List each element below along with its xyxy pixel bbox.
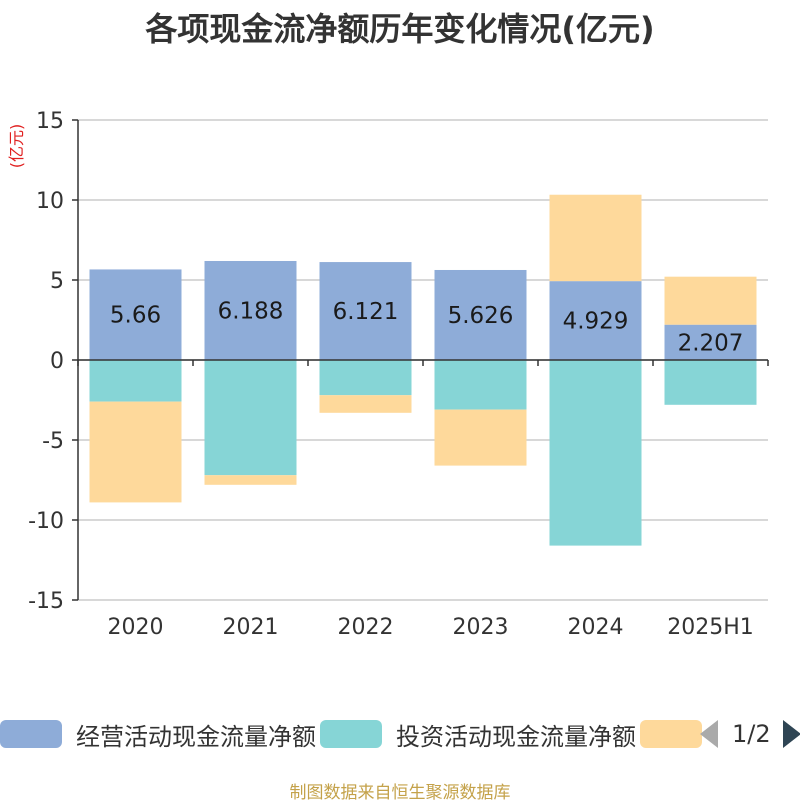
legend-label-operating: 经营活动现金流量净额 — [76, 722, 316, 751]
legend-prev-arrow-icon[interactable] — [700, 720, 718, 748]
y-tick-label: 10 — [36, 189, 64, 214]
bar-2-2025H1 — [664, 276, 757, 325]
x-tick-label: 2021 — [223, 615, 279, 640]
bar-1-2025H1 — [664, 360, 757, 405]
bar-2-2022 — [319, 395, 412, 413]
legend-item-investing[interactable]: 投资活动现金流量净额 — [320, 716, 636, 752]
y-tick-label: -15 — [28, 589, 64, 614]
bar-0-2021 — [204, 260, 297, 360]
bar-1-2023 — [434, 360, 527, 410]
bar-0-2020 — [89, 269, 182, 360]
legend-swatch-investing — [320, 720, 382, 748]
bar-0-2023 — [434, 269, 527, 360]
legend-item-operating[interactable]: 经营活动现金流量净额 — [0, 716, 316, 752]
y-tick-label: 5 — [50, 269, 64, 294]
bar-0-2024 — [549, 281, 642, 360]
y-tick-label: -10 — [28, 509, 64, 534]
data-label: 2.207 — [678, 330, 744, 356]
y-tick-label: 15 — [36, 109, 64, 134]
legend-page-indicator: 1/2 — [732, 720, 771, 748]
legend-swatch-operating — [0, 720, 62, 748]
bar-0-2025H1 — [664, 324, 757, 360]
bar-2-2021 — [204, 475, 297, 485]
cash-flow-chart: 15 10 5 0 -5 -10 -15 (亿元) 5.66 6.188 6.121 5.626 4.9… — [7, 109, 769, 640]
x-tick-label: 2020 — [108, 615, 164, 640]
chart-title: 各项现金流净额历年变化情况(亿元) — [145, 10, 655, 48]
bar-0-2022 — [319, 262, 412, 360]
x-tick-label: 2025H1 — [667, 615, 754, 640]
legend-item-third[interactable] — [640, 716, 702, 752]
legend: 经营活动现金流量净额 投资活动现金流量净额 1/2 — [0, 716, 800, 756]
bar-1-2020 — [89, 360, 182, 402]
data-label: 5.626 — [448, 303, 514, 329]
x-tick-label: 2023 — [453, 615, 509, 640]
y-tick-label: 0 — [50, 349, 64, 374]
y-unit-label: (亿元) — [7, 124, 26, 169]
data-label: 6.188 — [218, 298, 284, 324]
bar-1-2022 — [319, 360, 412, 396]
legend-next-arrow-icon[interactable] — [782, 720, 800, 748]
data-label: 5.66 — [110, 303, 161, 329]
bar-2-2023 — [434, 409, 527, 466]
x-tick-label: 2022 — [338, 615, 394, 640]
bar-1-2024 — [549, 360, 642, 546]
data-label: 6.121 — [333, 299, 399, 325]
x-tick-label: 2024 — [568, 615, 624, 640]
source-note: 制图数据来自恒生聚源数据库 — [289, 783, 511, 803]
bar-2-2024 — [549, 194, 642, 282]
y-tick-label: -5 — [42, 429, 64, 454]
bar-2-2020 — [89, 401, 182, 503]
data-label: 4.929 — [563, 309, 629, 335]
legend-swatch-third — [640, 720, 702, 748]
legend-label-investing: 投资活动现金流量净额 — [396, 722, 636, 751]
bar-1-2021 — [204, 360, 297, 476]
legend-pager: 1/2 — [700, 716, 800, 752]
